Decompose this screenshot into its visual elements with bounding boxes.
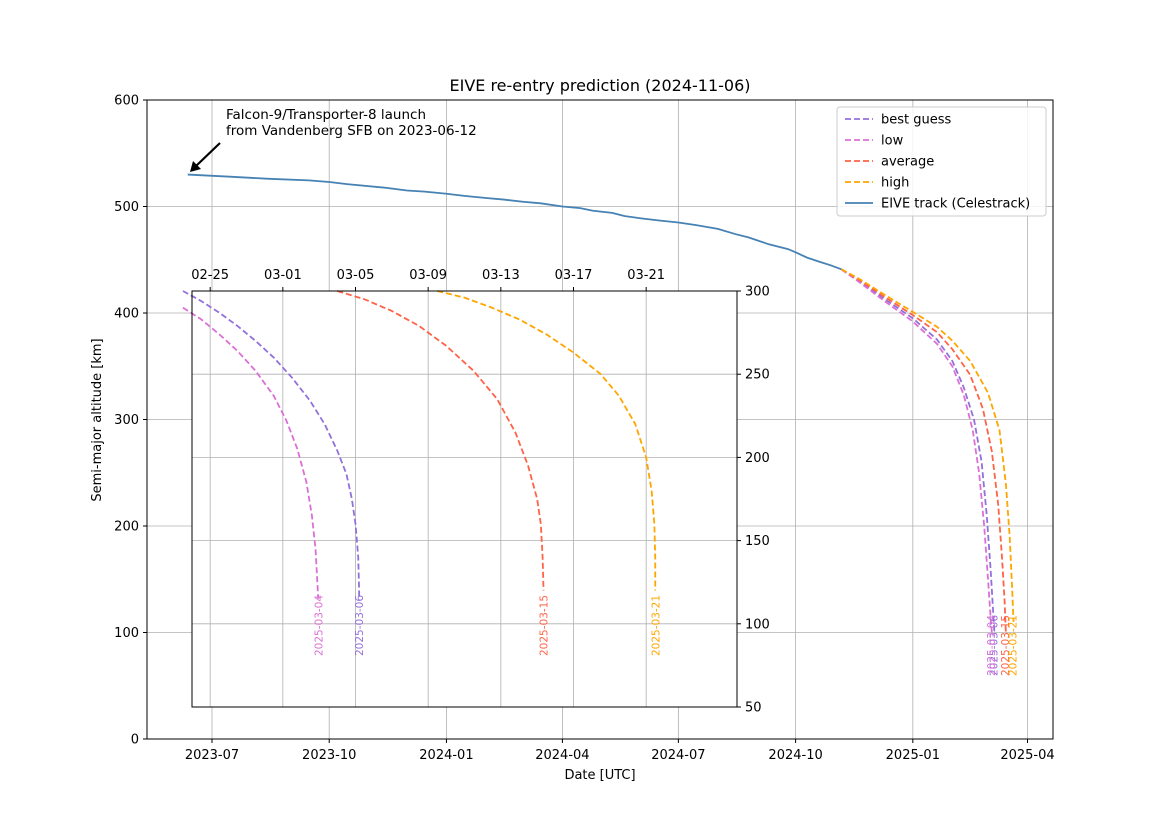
inset-reentry-label: 2025-03-15 — [539, 595, 551, 656]
main-reentry-label: 2025-03-21 — [1008, 615, 1020, 676]
annotation-arrowhead — [190, 161, 201, 172]
main-series-average — [841, 268, 1007, 633]
legend: best guess low average high EIVE track (Cele… — [836, 106, 1047, 217]
annotation-arrow-shaft — [195, 142, 221, 167]
main-x-tick-label: 2024-01 — [419, 748, 473, 763]
legend-label: EIVE track (Celestrack) — [881, 197, 1030, 212]
inset-series — [182, 290, 657, 599]
inset-series-low — [182, 306, 320, 599]
inset-reentry-labels: 2025-03-04 2025-03-06 2025-03-15 2025-03-21 — [313, 595, 662, 656]
annotation-line-1: Falcon-9/Transporter-8 launch — [226, 107, 426, 123]
inset-y-tick-label: 50 — [745, 701, 762, 716]
legend-label: average — [881, 155, 934, 170]
main-x-tick-label: 2025-01 — [886, 748, 940, 763]
x-axis-label: Date [UTC] — [564, 768, 635, 783]
main-y-tick-label: 300 — [114, 413, 139, 428]
main-series — [187, 173, 1015, 633]
main-x-tick-label: 2023-07 — [185, 748, 239, 763]
inset-y-tick-label: 300 — [745, 285, 770, 300]
main-y-tick-label: 0 — [131, 733, 139, 748]
inset-series-best-guess — [182, 290, 361, 599]
main-y-tick-label: 600 — [114, 94, 139, 109]
main-y-tick-label: 100 — [114, 626, 139, 641]
inset-reentry-label: 2025-03-06 — [354, 595, 366, 656]
inset-series-high — [437, 290, 657, 591]
inset-y-tick-label: 200 — [745, 451, 770, 466]
inset-y-tick-label: 150 — [745, 534, 770, 549]
main-series-eive-track-celestrack — [187, 173, 842, 271]
inset-x-tick-label: 03-13 — [482, 268, 520, 283]
main-x-ticks: 2023-07 2023-10 2024-01 2024-04 2024-07 2024-… — [185, 739, 1055, 763]
inset-x-tick-label: 02-25 — [191, 268, 229, 283]
launch-annotation: Falcon-9/Transporter-8 launch from Vande… — [190, 107, 477, 172]
chart-title: EIVE re-entry prediction (2024-11-06) — [449, 76, 750, 95]
inset-x-ticks: 02-25 03-01 03-05 03-09 03-13 03-17 03-21 — [191, 268, 665, 291]
main-reentry-label: 2025-03-15 — [1000, 615, 1012, 676]
inset-series-average — [337, 290, 545, 591]
main-y-ticks: 0 100 200 300 400 500 600 — [114, 94, 147, 748]
main-x-tick-label: 2024-04 — [535, 748, 589, 763]
main-series-best-guess — [840, 268, 996, 633]
main-y-tick-label: 400 — [114, 307, 139, 322]
inset-reentry-label: 2025-03-21 — [650, 595, 662, 656]
main-x-tick-label: 2024-10 — [768, 748, 822, 763]
inset-x-tick-label: 03-21 — [627, 268, 665, 283]
main-x-tick-label: 2024-07 — [651, 748, 705, 763]
inset-x-tick-label: 03-01 — [264, 268, 302, 283]
legend-label: high — [881, 176, 909, 191]
inset-reentry-label: 2025-03-04 — [313, 595, 325, 656]
main-y-tick-label: 200 — [114, 520, 139, 535]
main-series-high — [841, 268, 1015, 622]
legend-label: best guess — [881, 113, 952, 128]
inset-grid — [192, 291, 737, 707]
main-x-tick-label: 2023-10 — [302, 748, 356, 763]
inset-y-tick-label: 250 — [745, 368, 770, 383]
legend-label: low — [881, 134, 904, 149]
main-reentry-label: 2025-03-06 — [988, 615, 1000, 676]
inset-frame — [191, 290, 738, 708]
inset-x-tick-label: 03-17 — [555, 268, 593, 283]
y-axis-label: Semi-major altitude [km] — [90, 338, 105, 501]
inset-x-tick-label: 03-05 — [337, 268, 375, 283]
main-series-low — [840, 268, 993, 633]
legend-box — [836, 106, 1047, 217]
main-x-tick-label: 2025-04 — [1000, 748, 1054, 763]
main-reentry-label: 2025-03-04 — [986, 615, 998, 676]
inset-y-ticks: 50 100 150 200 250 300 — [737, 285, 770, 716]
annotation-line-2: from Vandenberg SFB on 2023-06-12 — [226, 123, 477, 139]
main-y-tick-label: 500 — [114, 200, 139, 215]
inset-x-tick-label: 03-09 — [409, 268, 447, 283]
inset-y-tick-label: 100 — [745, 617, 770, 632]
